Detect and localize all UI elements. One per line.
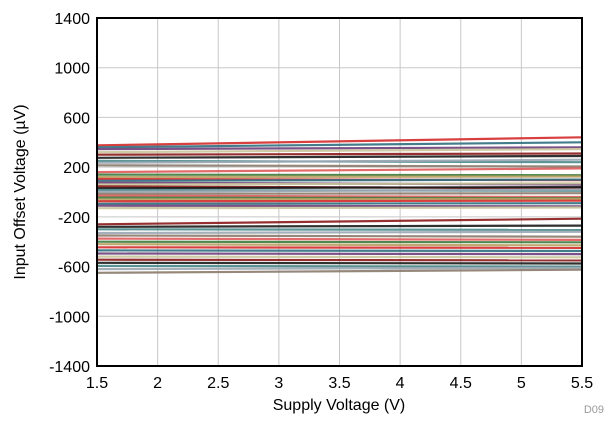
- series-line: [96, 152, 583, 156]
- series-line: [96, 136, 583, 147]
- series-line: [96, 224, 583, 228]
- plot-frame: [96, 17, 583, 367]
- series-line: [96, 141, 583, 149]
- series-line: [96, 258, 583, 262]
- series-line: [96, 148, 583, 154]
- series-line: [96, 230, 583, 235]
- series-line: [96, 175, 583, 179]
- series-line: [96, 243, 583, 247]
- x-tick-label: 5: [517, 375, 526, 392]
- series-line: [96, 154, 583, 159]
- y-tick-label: -1400: [49, 359, 90, 376]
- y-tick-label: -1000: [49, 309, 90, 326]
- series-line: [96, 199, 583, 203]
- series-line: [96, 237, 583, 241]
- x-tick-label: 2: [153, 375, 162, 392]
- series-line: [96, 192, 583, 195]
- series-line: [96, 249, 583, 253]
- tick-layer: 1.5 2 2.5 3 3.5 4 4.5 5 5.5 1400 1000 600 200 -200 -60…: [49, 11, 593, 392]
- series-line: [96, 182, 583, 186]
- x-tick-label: 5.5: [571, 375, 593, 392]
- series-line: [96, 261, 583, 265]
- y-tick-label: 600: [63, 110, 90, 127]
- y-tick-label: 1000: [54, 61, 90, 78]
- y-axis-title: Input Offset Voltage (µV): [12, 104, 29, 279]
- y-tick-label: 1400: [54, 11, 90, 28]
- series-line: [96, 246, 583, 249]
- series-line: [96, 164, 583, 168]
- series-line: [96, 255, 583, 259]
- y-tick-label: -200: [58, 210, 90, 227]
- series-line: [96, 178, 583, 182]
- series-line: [96, 185, 583, 190]
- series-line: [96, 188, 583, 194]
- x-tick-label: 3: [274, 375, 283, 392]
- series-line: [96, 158, 583, 164]
- series-line: [96, 240, 583, 244]
- series-line: [96, 264, 583, 268]
- series-line: [96, 252, 583, 256]
- series-line: [96, 173, 583, 177]
- y-tick-label: -600: [58, 260, 90, 277]
- series-layer: [96, 136, 583, 274]
- series-line: [96, 167, 583, 174]
- series-line: [96, 266, 583, 271]
- series-line: [96, 217, 583, 226]
- x-tick-label: 1.5: [86, 375, 108, 392]
- series-line: [96, 268, 583, 274]
- x-tick-label: 2.5: [207, 375, 229, 392]
- series-line: [96, 204, 583, 208]
- series-line: [96, 197, 583, 201]
- x-axis-title: Supply Voltage (V): [273, 397, 406, 414]
- x-tick-label: 4.5: [450, 375, 472, 392]
- x-tick-label: 4: [396, 375, 405, 392]
- series-line: [96, 146, 583, 151]
- series-line: [96, 228, 583, 231]
- series-line: [96, 206, 583, 210]
- y-tick-label: 200: [63, 160, 90, 177]
- series-line: [96, 234, 583, 238]
- series-line: [96, 202, 583, 205]
- x-tick-label: 3.5: [328, 375, 350, 392]
- figure-id-label: D09: [584, 404, 604, 416]
- series-line: [96, 194, 583, 199]
